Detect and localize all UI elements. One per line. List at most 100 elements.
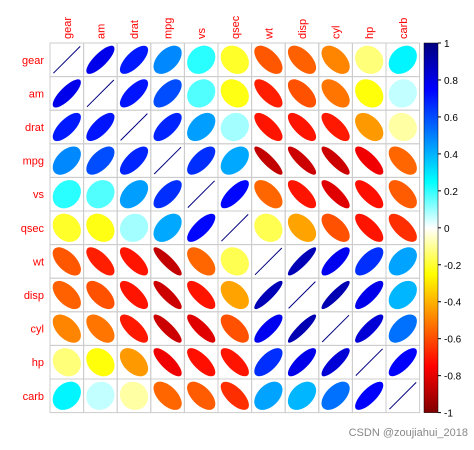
correlation-line bbox=[153, 146, 182, 175]
correlation-line bbox=[254, 247, 283, 276]
correlation-ellipse bbox=[86, 314, 115, 343]
correlation-ellipse bbox=[187, 381, 216, 410]
correlation-ellipse bbox=[86, 112, 115, 142]
correlation-line bbox=[187, 180, 215, 208]
correlation-ellipse bbox=[119, 45, 149, 74]
correlation-line bbox=[221, 214, 249, 242]
colorbar-tick-label: 0.8 bbox=[444, 76, 458, 87]
correlation-ellipse bbox=[321, 45, 350, 74]
colorbar-tick-label: -0.4 bbox=[444, 298, 462, 309]
correlation-ellipse bbox=[153, 381, 182, 410]
correlation-ellipse bbox=[287, 381, 317, 410]
correlation-ellipse bbox=[388, 79, 417, 108]
correlation-ellipse bbox=[86, 247, 115, 276]
correlation-ellipse bbox=[321, 180, 350, 209]
correlation-ellipse bbox=[287, 314, 317, 343]
correlation-ellipse bbox=[355, 45, 384, 74]
correlation-ellipse bbox=[254, 348, 283, 377]
correlation-ellipse bbox=[220, 314, 249, 343]
correlation-ellipse bbox=[254, 146, 283, 175]
correlation-ellipse bbox=[52, 213, 81, 242]
column-label: vs bbox=[196, 28, 208, 40]
correlation-ellipse bbox=[153, 247, 182, 276]
correlation-ellipse bbox=[355, 112, 384, 142]
correlation-ellipse bbox=[119, 247, 149, 276]
correlation-ellipse bbox=[52, 180, 81, 209]
row-label: hp bbox=[32, 357, 44, 369]
correlation-ellipse bbox=[119, 180, 149, 209]
row-label: carb bbox=[23, 391, 44, 403]
correlation-ellipse bbox=[321, 381, 350, 410]
correlation-ellipse bbox=[254, 314, 283, 343]
correlation-ellipse bbox=[355, 247, 384, 276]
correlation-ellipse bbox=[153, 180, 182, 209]
colorbar-tick-label: -0.8 bbox=[444, 372, 462, 383]
correlation-ellipse bbox=[388, 348, 417, 377]
correlation-ellipse bbox=[153, 79, 182, 108]
correlation-line bbox=[321, 314, 350, 343]
column-label: am bbox=[95, 24, 107, 39]
correlation-ellipse bbox=[287, 146, 317, 175]
correlation-ellipse bbox=[86, 213, 115, 242]
correlation-ellipse bbox=[220, 112, 249, 142]
correlation-ellipse bbox=[187, 112, 216, 142]
correlation-ellipse bbox=[220, 79, 249, 108]
correlation-ellipse bbox=[86, 280, 115, 310]
correlation-ellipse bbox=[254, 79, 283, 108]
correlation-ellipse bbox=[321, 79, 350, 108]
correlation-ellipse bbox=[187, 213, 216, 242]
correlation-ellipse bbox=[119, 146, 149, 175]
correlation-ellipse bbox=[153, 45, 182, 74]
correlation-ellipse bbox=[220, 180, 249, 209]
correlation-ellipse bbox=[355, 314, 384, 343]
correlation-ellipse bbox=[321, 146, 350, 175]
watermark: CSDN @zoujiahui_2018 bbox=[349, 427, 468, 439]
correlation-ellipse bbox=[388, 180, 417, 209]
correlation-ellipse bbox=[220, 247, 249, 276]
correlation-ellipse bbox=[321, 280, 350, 310]
correlation-ellipse bbox=[119, 79, 149, 108]
correlation-ellipse bbox=[355, 381, 384, 410]
correlation-ellipse bbox=[119, 348, 149, 377]
correlation-ellipse bbox=[321, 112, 350, 142]
column-label: mpg bbox=[163, 18, 175, 39]
correlation-ellipse bbox=[187, 45, 216, 74]
correlation-line bbox=[53, 46, 81, 74]
correlation-ellipse bbox=[187, 146, 216, 175]
correlation-ellipse bbox=[52, 381, 81, 410]
correlation-ellipse bbox=[52, 79, 81, 108]
correlation-ellipse bbox=[187, 247, 216, 276]
correlation-ellipse bbox=[287, 112, 317, 142]
column-label: disp bbox=[297, 19, 309, 39]
correlation-ellipse bbox=[254, 280, 283, 310]
correlation-ellipse bbox=[52, 146, 81, 175]
row-label: qsec bbox=[21, 223, 45, 235]
column-label: cyl bbox=[331, 26, 343, 39]
colorbar-tick-label: 1 bbox=[444, 39, 450, 50]
correlation-ellipse bbox=[355, 213, 384, 242]
correlation-ellipse bbox=[86, 348, 115, 377]
correlation-ellipse bbox=[388, 213, 417, 242]
correlation-ellipse bbox=[220, 348, 249, 377]
correlation-ellipse bbox=[287, 79, 317, 108]
colorbar-tick-label: -1 bbox=[444, 409, 453, 420]
colorbar-tick-label: 0 bbox=[444, 224, 450, 235]
correlation-ellipse bbox=[86, 45, 115, 74]
column-label: qsec bbox=[230, 15, 242, 39]
correlation-ellipse bbox=[119, 381, 149, 410]
correlation-ellipse bbox=[52, 314, 81, 343]
correlation-ellipse bbox=[187, 79, 216, 108]
correlation-ellipse bbox=[388, 45, 417, 74]
correlation-ellipse bbox=[355, 79, 384, 108]
correlation-ellipse bbox=[52, 348, 81, 377]
correlation-ellipse bbox=[321, 348, 350, 377]
correlation-ellipse bbox=[254, 213, 283, 242]
correlation-ellipse bbox=[52, 280, 81, 310]
correlation-ellipse bbox=[388, 146, 417, 175]
correlation-ellipse bbox=[187, 314, 216, 343]
correlation-ellipse bbox=[52, 247, 81, 276]
correlation-ellipse bbox=[388, 314, 417, 343]
correlation-ellipse bbox=[254, 381, 283, 410]
row-label: mpg bbox=[23, 156, 44, 168]
